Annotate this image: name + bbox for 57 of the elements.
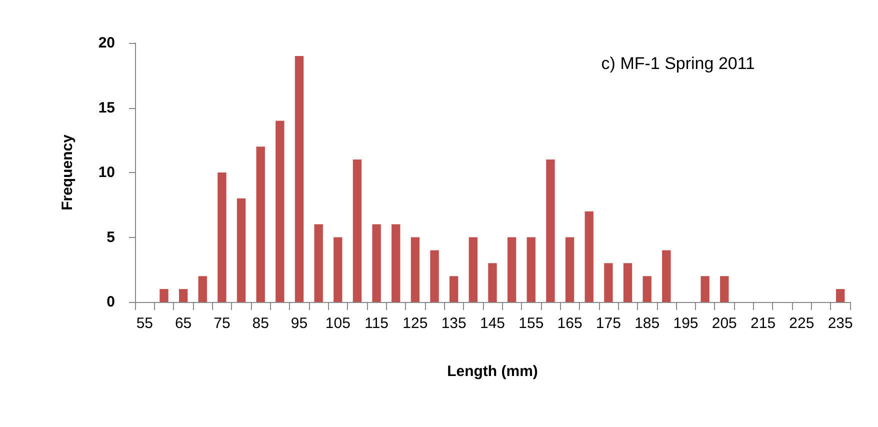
x-tick-label: 85 [252,315,269,332]
bar [218,172,226,302]
bar [256,146,265,302]
bar [720,276,729,302]
bar [294,56,304,302]
y-tick-label: 15 [98,99,115,116]
bar [584,211,594,302]
x-tick-label: 235 [828,315,853,332]
y-axis-title: Frequency [59,134,76,210]
x-tick-label: 55 [136,315,154,332]
bar [352,160,362,302]
bar [488,263,497,302]
bar [236,198,246,302]
bar [836,289,845,302]
bar [468,237,478,302]
y-tick-label: 10 [98,164,115,181]
x-tick-label: 95 [290,315,308,332]
x-tick-label: 165 [557,315,582,332]
bar [392,224,400,302]
x-tick-label: 65 [174,315,192,332]
x-tick-label: 155 [518,315,544,332]
bar [662,250,671,302]
bar [526,237,536,302]
bar [314,224,323,302]
y-tick-label: 20 [98,34,115,52]
bar [276,120,284,302]
x-tick-label: 135 [441,315,466,332]
bar [546,160,555,302]
bar [642,276,652,302]
x-tick-label: 185 [634,315,660,332]
x-tick-label: 105 [325,315,350,332]
x-tick-label: 205 [712,315,737,332]
bar [604,263,613,302]
y-tick-label: 0 [106,294,115,310]
bar [450,276,458,302]
x-tick-label: 125 [402,315,428,332]
bar [372,224,381,302]
bar [623,263,632,302]
bar [178,289,188,302]
x-tick-label: 175 [596,315,621,332]
bar [334,237,342,302]
bar [410,237,420,302]
bar [198,276,207,302]
x-tick-label: 115 [364,315,389,332]
x-tick-label: 225 [789,315,814,332]
x-tick-label: 215 [750,315,776,332]
x-tick-label: 145 [480,315,506,332]
x-tick-label: 75 [214,315,230,332]
text: c) MF-1 Spring 2011 [601,54,756,73]
bar [160,289,168,302]
bar [565,237,574,302]
bar [430,250,439,302]
bar [507,237,516,302]
x-axis-title: Length (mm) [447,363,538,380]
bar [700,276,710,302]
y-tick-label: 5 [106,228,115,246]
x-tick-label: 195 [673,315,698,332]
